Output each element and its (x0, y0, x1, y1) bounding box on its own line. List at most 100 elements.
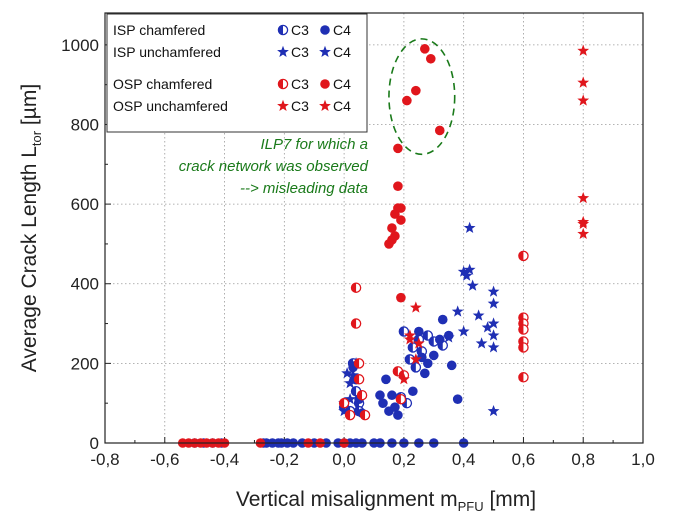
legend-marker-c4 (320, 79, 330, 89)
data-point (487, 329, 500, 341)
legend-marker-c4 (319, 45, 331, 58)
y-tick-label: 0 (90, 434, 99, 453)
data-point (396, 203, 406, 213)
data-point (487, 341, 500, 353)
data-point (442, 331, 455, 343)
data-point (472, 309, 485, 321)
data-point (487, 297, 500, 309)
data-point (457, 325, 470, 337)
data-point (375, 390, 385, 401)
data-point (403, 333, 416, 345)
series-4 (338, 250, 529, 421)
data-point (412, 337, 425, 349)
annotation-ellipse (388, 38, 456, 156)
annotation-text-line: crack network was observed (179, 158, 369, 175)
data-point (409, 353, 422, 365)
data-point (423, 358, 433, 369)
legend-marker-c4 (319, 99, 331, 112)
data-point (420, 44, 430, 54)
y-tick-label: 1000 (61, 36, 99, 55)
data-point (387, 223, 397, 233)
legend-c4-label: C4 (333, 44, 351, 60)
grid-lines (105, 13, 643, 443)
data-point (577, 191, 590, 204)
data-point (417, 352, 427, 363)
legend-c3-label: C3 (291, 98, 309, 114)
data-point (518, 250, 529, 262)
annotation-text-line: --> misleading data (240, 180, 368, 197)
y-tick-label: 600 (71, 195, 99, 214)
data-point (344, 409, 356, 421)
legend-entry: OSP unchamfered C3 C4 (113, 98, 351, 114)
data-point (460, 269, 473, 281)
data-point (487, 404, 500, 417)
data-point (577, 227, 590, 239)
data-point (353, 374, 365, 385)
data-point (437, 314, 448, 325)
x-tick-label: 0,4 (452, 450, 476, 469)
x-tick-label: 1,0 (631, 450, 655, 469)
data-point (395, 393, 407, 405)
legend-c3-label: C3 (291, 44, 309, 60)
legend-c3-label: C3 (291, 76, 309, 92)
data-point (350, 282, 362, 293)
legend-c4-label: C4 (333, 76, 351, 92)
data-point (463, 221, 476, 234)
data-point (359, 409, 371, 421)
series-2 (338, 265, 500, 417)
data-point (381, 374, 391, 385)
data-point (577, 44, 590, 56)
data-point (344, 393, 356, 405)
data-point (481, 321, 494, 333)
x-tick-label: -0,6 (150, 450, 179, 469)
data-point (487, 285, 500, 297)
data-point (420, 368, 430, 379)
data-point (463, 263, 476, 275)
data-point (434, 125, 445, 136)
data-point (350, 318, 362, 329)
data-point (410, 362, 422, 373)
x-axis-label: Vertical misalignment mPFU [mm] (236, 488, 536, 514)
legend-marker-c4 (320, 25, 330, 35)
legend-marker-c3 (277, 99, 289, 112)
data-point (408, 386, 418, 397)
data-point (487, 317, 500, 329)
legend-entry: OSP chamfered C3 C4 (113, 76, 351, 92)
series-3 (338, 221, 500, 417)
data-point (452, 394, 463, 405)
data-point (396, 292, 406, 303)
legend-label: ISP chamfered (113, 22, 205, 38)
data-point (466, 279, 479, 291)
data-point (409, 301, 422, 313)
data-point (390, 402, 400, 412)
axis-ticks: -0,8 -0,6 -0,4 -0,2 0,0 0,2 0,4 0,6 0,8 1,0 0 200 40… (61, 36, 655, 469)
annotation: ILP7 for which a crack network was observ… (179, 38, 456, 197)
x-tick-label: -0,4 (210, 450, 239, 469)
data-point (446, 360, 457, 371)
data-point (356, 389, 368, 401)
data-point (390, 231, 400, 241)
data-point (434, 334, 445, 345)
legend-entry: ISP chamfered C3 C4 (113, 22, 351, 38)
x-tick-label: 0,0 (332, 450, 356, 469)
legend-label: OSP unchamfered (113, 98, 228, 114)
data-point (414, 326, 424, 337)
data-point (393, 181, 403, 191)
data-point (518, 324, 529, 335)
data-point (518, 342, 529, 353)
data-point (338, 404, 351, 417)
y-tick-label: 200 (71, 354, 99, 373)
data-point (411, 85, 421, 96)
data-point (387, 390, 397, 401)
data-point (403, 329, 416, 341)
y-axis-label: Average Crack Length Ltor [µm] (18, 84, 44, 372)
data-point (457, 265, 470, 277)
data-point (378, 398, 388, 408)
x-tick-label: 0,8 (571, 450, 595, 469)
legend-label: ISP unchamfered (113, 44, 221, 60)
y-tick-label: 800 (71, 115, 99, 134)
series-7 (397, 217, 590, 385)
legend-entry: ISP unchamfered C3 C4 (113, 44, 351, 60)
